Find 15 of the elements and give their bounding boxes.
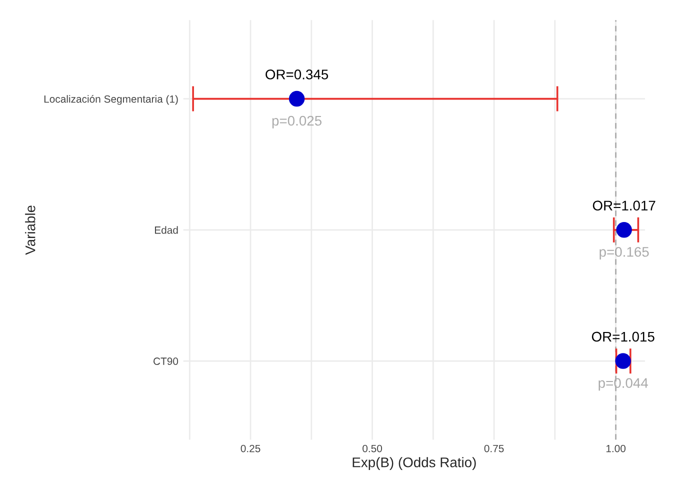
x-axis-title: Exp(B) (Odds Ratio) [352, 457, 476, 470]
y-tick-label: CT90 [154, 358, 178, 365]
x-tick-label: 1.00 [606, 444, 626, 452]
x-tick-label: 0.50 [362, 444, 382, 452]
y-axis-title: Variable [25, 206, 36, 255]
annotation: p=0.025 [272, 116, 322, 128]
annotation: p=0.165 [600, 246, 649, 260]
annotation: p=0.044 [598, 378, 648, 391]
data-label: OR=0.345 [266, 70, 328, 80]
y-tick-label: Localización Segmentaria (1) [44, 94, 178, 105]
data-label: OR=1.017 [592, 200, 656, 211]
y-tick-label: Edad [154, 226, 178, 234]
x-tick-label: 0.25 [240, 444, 260, 452]
x-tick-label: 0.75 [484, 444, 504, 452]
data-label: OR=1.015 [592, 332, 654, 342]
